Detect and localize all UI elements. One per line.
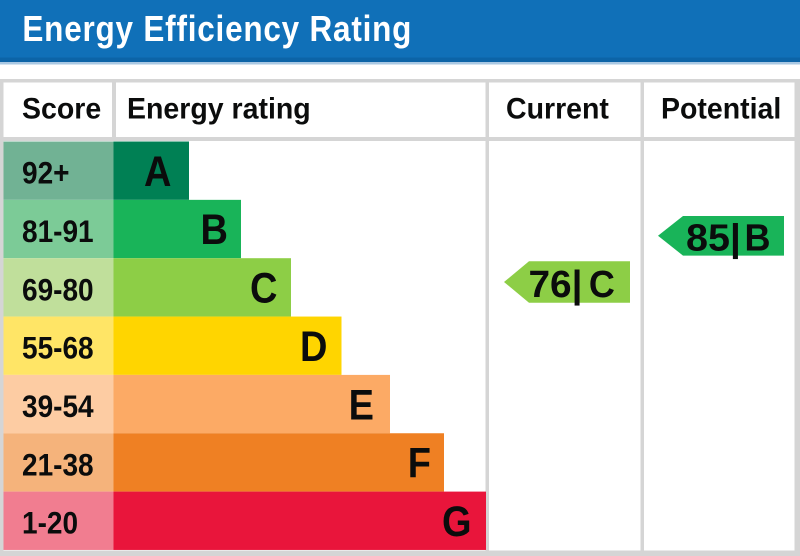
svg-text:Current: Current [506, 93, 609, 126]
svg-text:81-91: 81-91 [22, 215, 94, 250]
svg-text:C: C [589, 262, 615, 305]
svg-text:D: D [300, 322, 327, 371]
svg-text:B: B [745, 216, 771, 259]
svg-text:Potential: Potential [661, 93, 781, 126]
svg-text:39-54: 39-54 [22, 390, 94, 425]
svg-text:69-80: 69-80 [22, 273, 94, 308]
svg-text:92+: 92+ [22, 156, 70, 191]
svg-text:Energy rating: Energy rating [127, 93, 311, 126]
svg-text:1-20: 1-20 [22, 506, 78, 541]
svg-text:C: C [250, 263, 277, 312]
svg-text:G: G [442, 497, 472, 546]
svg-text:F: F [408, 438, 431, 487]
svg-text:B: B [201, 205, 228, 254]
svg-text:85|: 85| [686, 216, 741, 260]
svg-text:55-68: 55-68 [22, 331, 94, 366]
svg-text:Energy Efficiency Rating: Energy Efficiency Rating [22, 9, 411, 50]
svg-text:E: E [349, 380, 374, 429]
svg-text:A: A [144, 147, 171, 196]
svg-text:Score: Score [22, 93, 101, 126]
svg-text:21-38: 21-38 [22, 448, 94, 483]
svg-text:76|: 76| [529, 262, 583, 306]
